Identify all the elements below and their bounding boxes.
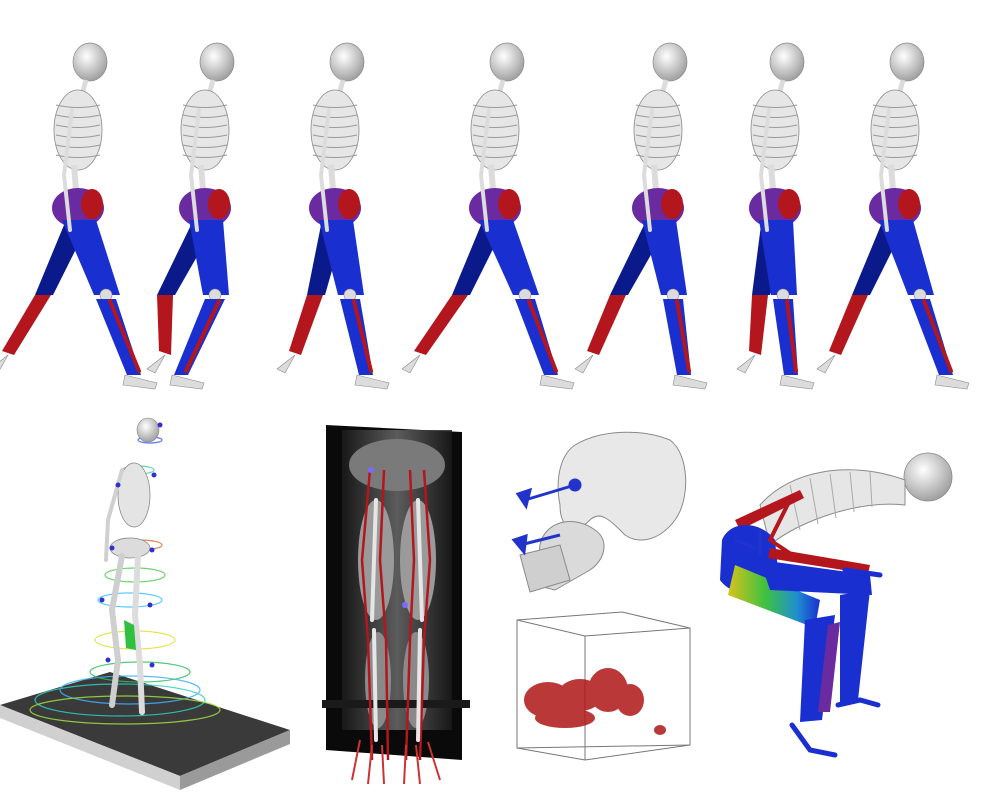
squat-shank-muscles (840, 590, 870, 705)
arm-bone (478, 108, 491, 232)
skull-icon (329, 42, 365, 82)
treadmill-panel (0, 417, 290, 790)
squat-arm-blue (842, 567, 883, 578)
front-shank-muscle (663, 299, 691, 375)
pelvis-bone-icon (557, 431, 687, 541)
back-shank-muscle (829, 295, 868, 355)
mri-axial-plane (322, 700, 470, 708)
foot-bone (122, 374, 158, 390)
back-shank-muscle (289, 295, 323, 355)
back-shank-muscle (157, 295, 173, 355)
back-shank-muscle (749, 295, 768, 355)
treadmill-side (0, 705, 180, 790)
foot-bone (169, 374, 205, 390)
squat-rib-lines (789, 471, 873, 531)
skull-icon (136, 417, 160, 443)
ribcage-icon (117, 462, 151, 528)
volume-render-blobs (524, 668, 666, 735)
treadmill-skeleton (104, 417, 160, 715)
front-thigh-muscle (319, 220, 364, 295)
front-shank-muscle (96, 299, 141, 375)
foot-bone (779, 374, 815, 390)
front-shank-muscle (515, 299, 558, 375)
front-thigh-muscle (189, 220, 229, 295)
mri-bones (370, 498, 424, 742)
pelvis-icon (109, 537, 151, 559)
foot-bone (539, 374, 575, 390)
mri-feet (351, 739, 441, 785)
mri-muscle-lines (360, 469, 432, 761)
skull-icon (199, 42, 235, 82)
squat-skull-icon (903, 452, 953, 502)
femur-shaft (519, 544, 571, 593)
arm-bone (61, 108, 74, 232)
skull-icon (769, 42, 805, 82)
gait-frame-4 (401, 42, 575, 390)
skull-icon (652, 42, 688, 82)
gait-frame-5 (574, 42, 708, 390)
gait-frame-1 (0, 42, 158, 390)
front-thigh-muscle (879, 220, 934, 295)
back-shank-muscle (414, 295, 468, 355)
front-thigh-muscle (642, 220, 687, 295)
skull-icon (489, 42, 525, 82)
arm-bone (758, 108, 771, 232)
front-shank-muscle (174, 299, 225, 375)
right-leg-bones (131, 553, 145, 715)
squat-panel (720, 452, 953, 758)
squat-thigh-strain-icon (728, 565, 820, 628)
arm-bone (641, 108, 654, 232)
foot-bone (354, 374, 390, 390)
front-thigh-muscle (479, 220, 539, 295)
arm-bone (318, 108, 331, 232)
squat-arm (767, 498, 802, 562)
squat-axes-icon (734, 530, 762, 555)
hip-joint-panel (511, 431, 687, 593)
foot-bone (934, 374, 970, 390)
knee-muscle-highlight (124, 620, 136, 650)
joint-axes-icon (511, 478, 582, 556)
gait-frame-6 (736, 42, 815, 390)
treadmill-front (180, 730, 290, 790)
arm-bone (188, 108, 201, 232)
mri-panel (322, 425, 470, 785)
volume-box-panel (516, 611, 691, 761)
marker-dots (99, 422, 163, 668)
front-shank-muscle (340, 299, 373, 375)
front-shank-muscle (910, 299, 953, 375)
front-thigh-muscle (759, 220, 797, 295)
gait-sequence-row (0, 42, 970, 390)
squat-spine-ribcage (759, 469, 906, 546)
squat-thigh-muscles (760, 560, 872, 595)
front-shank-muscle (773, 299, 798, 375)
front-thigh-muscle (62, 220, 120, 295)
skull-icon (72, 42, 108, 82)
skull-icon (889, 42, 925, 82)
arm-bone (878, 108, 891, 232)
squat-calf-red (818, 622, 840, 712)
foot-bone (672, 374, 708, 390)
back-shank-muscle (2, 295, 51, 355)
gait-frame-3 (276, 42, 390, 390)
back-shank-muscle (587, 295, 626, 355)
mri-pelvis-region (349, 439, 445, 491)
squat-feet-bones (789, 697, 881, 758)
gait-frame-2 (146, 42, 235, 390)
gait-frame-7 (816, 42, 970, 390)
left-leg-bones (108, 553, 125, 708)
squat-back-muscle (735, 490, 804, 530)
